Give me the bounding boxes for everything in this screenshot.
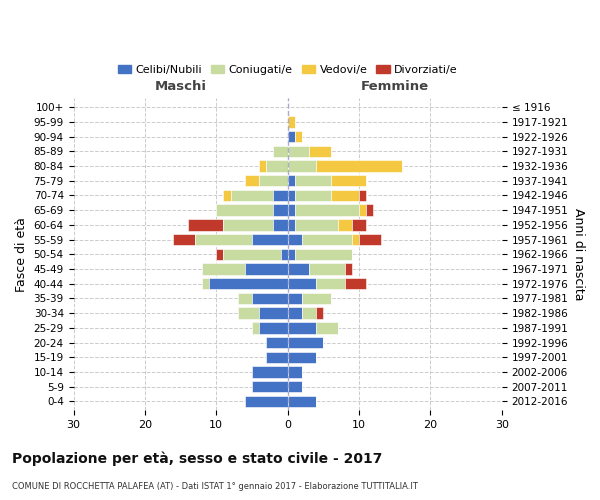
Bar: [302, 292, 331, 304]
Bar: [287, 131, 295, 142]
Bar: [309, 146, 331, 157]
Bar: [287, 322, 316, 334]
Bar: [345, 264, 352, 275]
Bar: [359, 190, 366, 201]
Y-axis label: Fasce di età: Fasce di età: [15, 217, 28, 292]
Bar: [287, 366, 302, 378]
Bar: [287, 234, 302, 245]
Bar: [259, 160, 266, 172]
Bar: [331, 190, 359, 201]
Bar: [259, 322, 287, 334]
Bar: [252, 366, 287, 378]
Bar: [238, 292, 252, 304]
Bar: [287, 146, 309, 157]
Bar: [274, 219, 287, 230]
Bar: [316, 322, 338, 334]
Bar: [202, 264, 245, 275]
Legend: Celibi/Nubili, Coniugati/e, Vedovi/e, Divorziati/e: Celibi/Nubili, Coniugati/e, Vedovi/e, Di…: [113, 60, 462, 79]
Bar: [287, 381, 302, 392]
Bar: [359, 234, 380, 245]
Bar: [217, 248, 223, 260]
Bar: [252, 322, 259, 334]
Bar: [287, 308, 302, 319]
Bar: [274, 204, 287, 216]
Bar: [287, 160, 316, 172]
Bar: [245, 175, 259, 186]
Bar: [252, 381, 287, 392]
Bar: [287, 116, 295, 128]
Bar: [295, 204, 359, 216]
Bar: [366, 204, 373, 216]
Bar: [266, 160, 287, 172]
Bar: [316, 278, 345, 289]
Bar: [281, 248, 287, 260]
Text: Popolazione per età, sesso e stato civile - 2017: Popolazione per età, sesso e stato civil…: [12, 451, 382, 466]
Bar: [352, 234, 359, 245]
Bar: [188, 219, 223, 230]
Bar: [238, 308, 259, 319]
Bar: [352, 219, 366, 230]
Bar: [302, 308, 316, 319]
Bar: [259, 308, 287, 319]
Text: COMUNE DI ROCCHETTA PALAFEA (AT) - Dati ISTAT 1° gennaio 2017 - Elaborazione TUT: COMUNE DI ROCCHETTA PALAFEA (AT) - Dati …: [12, 482, 418, 491]
Bar: [295, 219, 338, 230]
Bar: [202, 278, 209, 289]
Bar: [274, 146, 287, 157]
Text: Maschi: Maschi: [155, 80, 206, 93]
Bar: [223, 190, 230, 201]
Bar: [295, 131, 302, 142]
Bar: [287, 292, 302, 304]
Bar: [331, 175, 366, 186]
Bar: [274, 190, 287, 201]
Bar: [245, 396, 287, 407]
Bar: [287, 278, 316, 289]
Bar: [287, 204, 295, 216]
Text: Femmine: Femmine: [361, 80, 429, 93]
Y-axis label: Anni di nascita: Anni di nascita: [572, 208, 585, 300]
Bar: [309, 264, 345, 275]
Bar: [173, 234, 195, 245]
Bar: [287, 219, 295, 230]
Bar: [295, 175, 331, 186]
Bar: [223, 219, 274, 230]
Bar: [230, 190, 274, 201]
Bar: [266, 337, 287, 348]
Bar: [252, 234, 287, 245]
Bar: [287, 396, 316, 407]
Bar: [259, 175, 287, 186]
Bar: [195, 234, 252, 245]
Bar: [209, 278, 287, 289]
Bar: [338, 219, 352, 230]
Bar: [302, 234, 352, 245]
Bar: [295, 248, 352, 260]
Bar: [217, 204, 274, 216]
Bar: [287, 264, 309, 275]
Bar: [295, 190, 331, 201]
Bar: [287, 352, 316, 363]
Bar: [287, 175, 295, 186]
Bar: [223, 248, 281, 260]
Bar: [316, 308, 323, 319]
Bar: [345, 278, 366, 289]
Bar: [359, 204, 366, 216]
Bar: [266, 352, 287, 363]
Bar: [287, 337, 323, 348]
Bar: [316, 160, 402, 172]
Bar: [252, 292, 287, 304]
Bar: [287, 190, 295, 201]
Bar: [245, 264, 287, 275]
Bar: [287, 248, 295, 260]
